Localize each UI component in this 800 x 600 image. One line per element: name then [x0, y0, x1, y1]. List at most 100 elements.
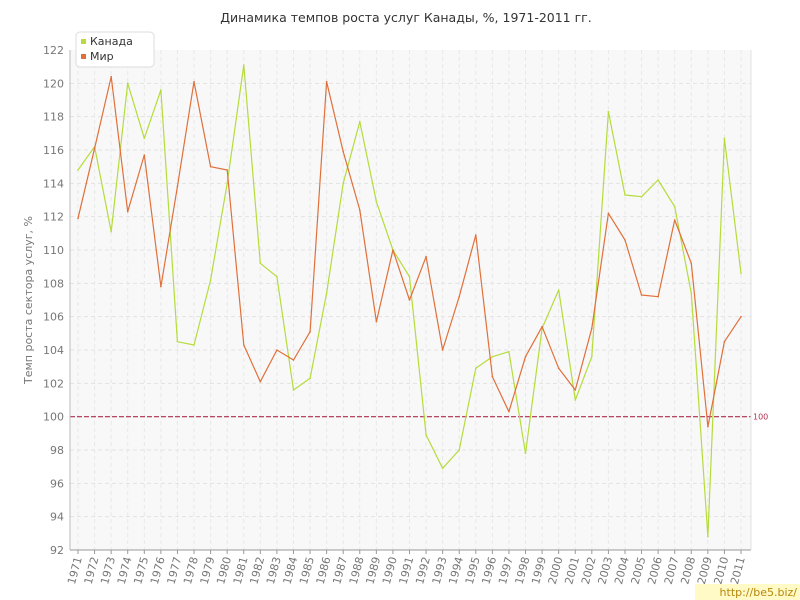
y-tick-label: 116: [43, 144, 64, 157]
data-point: [309, 330, 311, 333]
y-tick-label: 120: [43, 77, 64, 90]
data-point: [723, 340, 726, 343]
data-point: [574, 399, 577, 401]
data-point: [110, 230, 112, 233]
data-point: [508, 350, 510, 353]
data-point: [591, 327, 593, 330]
data-point: [160, 89, 162, 91]
data-point: [358, 209, 361, 211]
data-point: [657, 295, 659, 298]
data-point: [458, 295, 461, 298]
data-point: [441, 467, 444, 470]
data-point: [276, 275, 278, 278]
axes: [69, 50, 752, 551]
y-tick-label: 110: [43, 244, 64, 257]
watermark-bg: [695, 584, 800, 600]
data-point: [276, 349, 278, 351]
data-point: [657, 179, 659, 181]
data-point: [524, 355, 527, 358]
legend-box: [75, 31, 155, 68]
data-point: [226, 169, 228, 171]
data-point: [673, 205, 676, 208]
y-tick-label: 100: [43, 411, 64, 424]
watermark[interactable]: http://be5.biz/: [695, 584, 800, 600]
data-point: [126, 82, 129, 85]
data-point: [607, 110, 610, 113]
legend-swatch-Мир: [81, 54, 86, 59]
y-tick-label: 102: [43, 377, 64, 390]
chart-title: Динамика темпов роста услуг Канады, %, 1…: [220, 10, 591, 25]
y-tick-label: 92: [50, 544, 64, 557]
data-point: [475, 234, 477, 236]
legend[interactable]: Канада Мир: [75, 31, 155, 68]
reference-line-group: 100: [70, 413, 768, 422]
series-lines: [77, 64, 742, 538]
data-point: [491, 355, 494, 358]
data-point: [740, 315, 742, 318]
data-point: [242, 344, 245, 346]
y-tick-label: 96: [50, 477, 64, 490]
data-point: [624, 239, 626, 241]
y-tick-label: 94: [50, 511, 64, 524]
data-point: [723, 137, 726, 140]
data-point: [77, 169, 79, 171]
data-point: [557, 367, 560, 370]
data-point: [342, 150, 345, 153]
data-point: [193, 344, 195, 346]
data-point: [475, 367, 477, 370]
data-point: [607, 212, 610, 215]
data-point: [690, 292, 693, 295]
data-point: [325, 292, 328, 295]
data-point: [375, 320, 378, 323]
data-point: [624, 194, 626, 196]
y-tick-label: 112: [43, 211, 64, 224]
data-point: [325, 80, 328, 83]
data-point: [690, 262, 693, 265]
data-point: [524, 452, 527, 455]
data-point: [143, 137, 146, 140]
data-point: [673, 219, 676, 221]
y-tick-label: 122: [43, 44, 64, 57]
plot-area: [70, 50, 751, 550]
data-point: [193, 80, 195, 83]
legend-label-Канада: Канада: [90, 35, 133, 48]
y-tick-label: 114: [43, 177, 64, 190]
x-tick-label: 2011: [728, 555, 748, 585]
data-point: [508, 410, 510, 413]
data-point: [292, 359, 295, 361]
y-tick-label: 106: [43, 311, 64, 324]
data-point: [226, 182, 228, 185]
data-point: [640, 195, 643, 198]
data-point: [110, 75, 112, 78]
data-point: [408, 299, 411, 301]
data-point: [143, 154, 146, 156]
legend-swatch-Канада: [81, 39, 86, 44]
data-point: [375, 200, 378, 203]
data-point: [458, 449, 461, 451]
data-point: [541, 325, 543, 328]
data-point: [126, 210, 129, 213]
data-point: [707, 425, 709, 428]
data-point: [93, 147, 96, 150]
data-point: [77, 217, 79, 220]
data-point: [242, 64, 245, 66]
y-tick-label: 98: [50, 444, 64, 457]
data-point: [408, 275, 411, 278]
data-point: [740, 272, 742, 275]
data-point: [591, 355, 593, 358]
data-point: [425, 434, 427, 436]
data-point: [392, 249, 394, 251]
data-point: [292, 389, 295, 391]
data-point: [707, 535, 709, 538]
data-point: [425, 255, 427, 258]
data-point: [176, 185, 179, 188]
data-point: [209, 165, 212, 168]
y-axis-label: Темп роста сектора услуг, %: [22, 216, 35, 385]
y-tick-label: 104: [43, 344, 64, 357]
data-point: [160, 285, 162, 288]
data-point: [259, 262, 262, 265]
data-point: [491, 375, 494, 378]
y-tick-label: 108: [43, 277, 64, 290]
data-point: [640, 294, 643, 296]
